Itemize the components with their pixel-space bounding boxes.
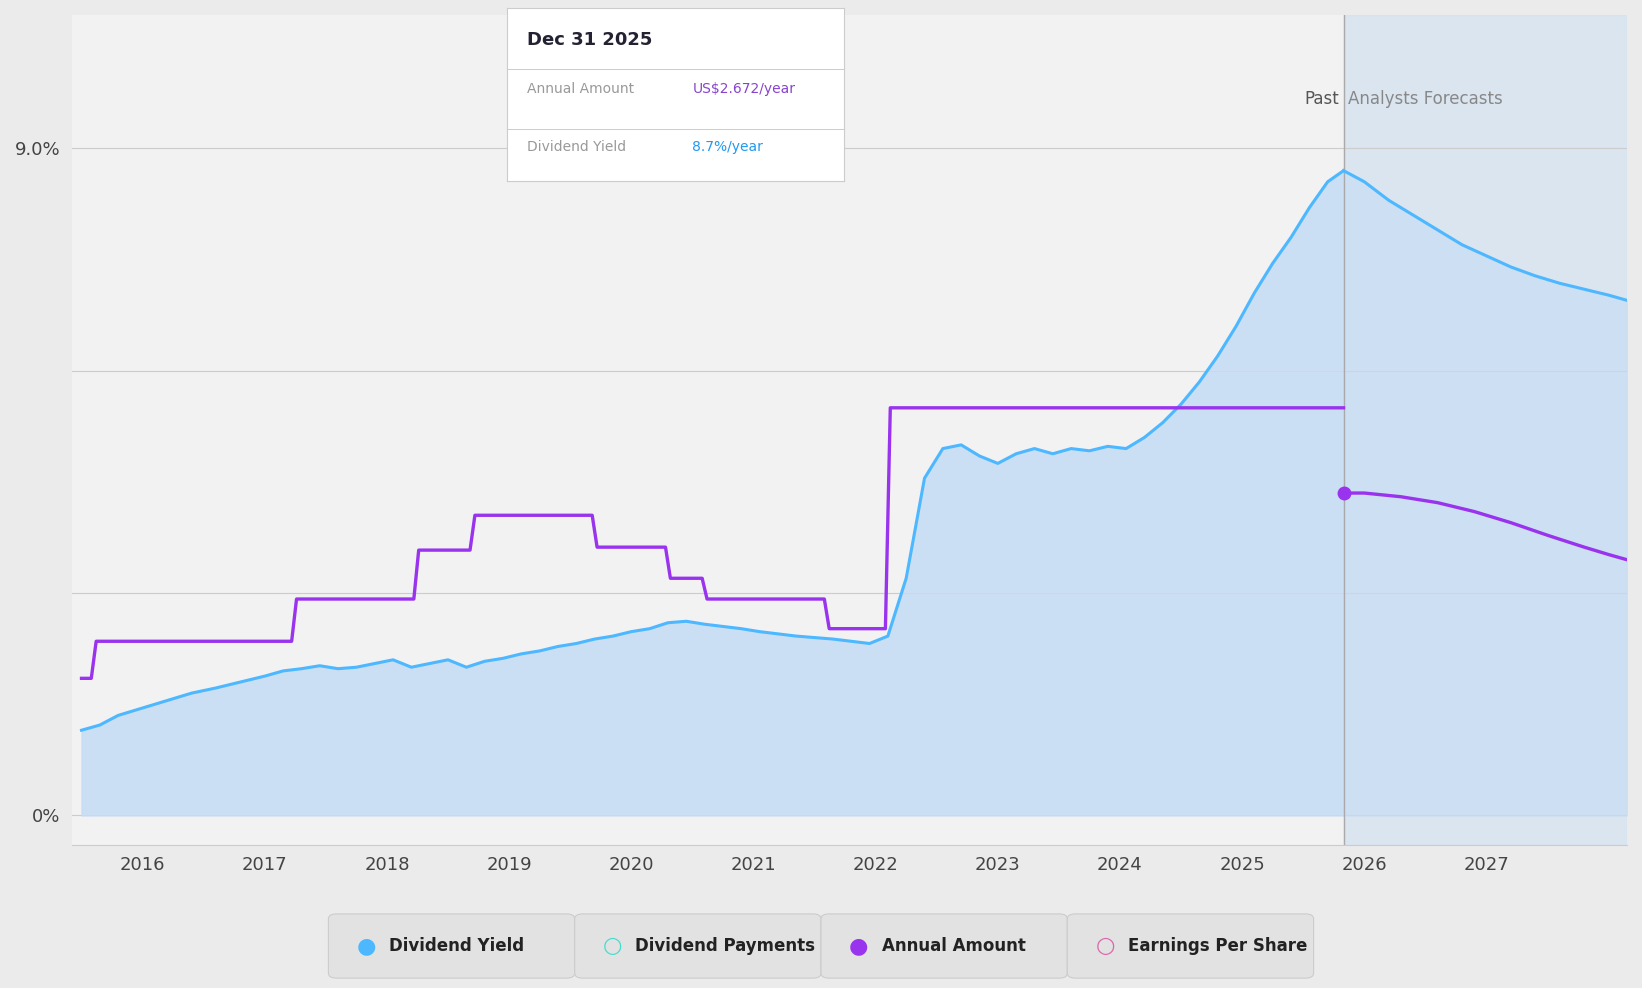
Text: Dec 31 2025: Dec 31 2025 [527, 31, 654, 48]
Text: ●: ● [849, 936, 869, 956]
Text: Earnings Per Share: Earnings Per Share [1128, 937, 1307, 955]
Text: ○: ○ [1095, 936, 1115, 956]
Text: Annual Amount: Annual Amount [527, 82, 634, 97]
Text: ●: ● [356, 936, 376, 956]
Text: Dividend Yield: Dividend Yield [527, 139, 627, 153]
Text: US$2.672/year: US$2.672/year [693, 82, 795, 97]
Text: ○: ○ [603, 936, 622, 956]
Text: Annual Amount: Annual Amount [882, 937, 1026, 955]
Text: Analysts Forecasts: Analysts Forecasts [1348, 90, 1502, 108]
Text: Dividend Yield: Dividend Yield [389, 937, 524, 955]
Text: Dividend Payments: Dividend Payments [635, 937, 816, 955]
Bar [1343, 15, 1627, 845]
Text: 8.7%/year: 8.7%/year [693, 139, 764, 153]
Text: Past: Past [1304, 90, 1338, 108]
